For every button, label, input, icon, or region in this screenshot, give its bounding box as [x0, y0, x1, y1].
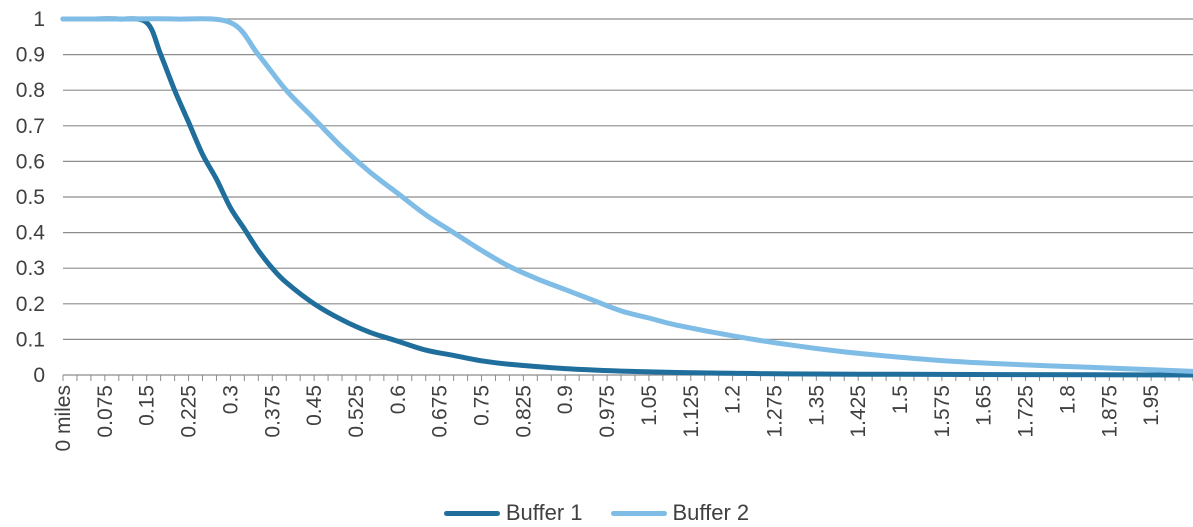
x-tick-label: 1.35 — [805, 385, 828, 426]
x-tick-label: 0.45 — [303, 385, 326, 426]
y-tick-label: 0.1 — [16, 328, 45, 351]
x-tick-label: 1.2 — [722, 385, 745, 414]
x-tick-label: 0 miles — [52, 385, 75, 452]
legend-item-buffer-1: Buffer 1 — [443, 500, 583, 526]
x-tick-label: 0.6 — [387, 385, 410, 414]
legend-label-buffer-1: Buffer 1 — [505, 500, 583, 525]
x-tick-label: 1.8 — [1056, 385, 1079, 414]
y-tick-label: 0.3 — [16, 257, 45, 280]
x-tick-label: 0.075 — [94, 385, 117, 438]
x-tick-label: 0.75 — [471, 385, 494, 426]
x-tick-label: 1.65 — [973, 385, 996, 426]
x-tick-label: 1.725 — [1015, 385, 1038, 438]
y-tick-label: 0.9 — [16, 44, 45, 67]
x-tick-label: 1.95 — [1140, 385, 1163, 426]
x-tick-label: 0.975 — [596, 385, 619, 438]
x-tick-label: 1.275 — [763, 385, 786, 438]
x-tick-label: 0.9 — [554, 385, 577, 414]
legend-label-buffer-2: Buffer 2 — [672, 500, 750, 525]
x-tick-label: 1.5 — [889, 385, 912, 414]
x-tick-label: 1.125 — [680, 385, 703, 438]
x-tick-label: 0.15 — [136, 385, 159, 426]
x-tick-label: 1.425 — [847, 385, 870, 438]
y-tick-label: 0 — [33, 364, 45, 387]
y-tick-label: 0.6 — [16, 150, 45, 173]
legend-swatch-buffer-1 — [443, 510, 500, 516]
chart-legend: Buffer 1 Buffer 2 — [0, 499, 1193, 527]
series-line-buffer-1 — [60, 16, 1193, 378]
x-tick-label: 1.875 — [1098, 385, 1121, 438]
legend-swatch-buffer-2 — [610, 510, 667, 516]
x-tick-label: 0.525 — [345, 385, 368, 438]
y-tick-label: 1 — [33, 8, 45, 31]
x-tick-label: 0.675 — [429, 385, 452, 438]
x-tick-label: 0.225 — [178, 385, 201, 438]
line-chart-plot: 0 0.1 0.2 0.3 0.4 0.5 0.6 0.7 0.8 0.9 1 0 miles 0.07… — [16, 8, 1193, 452]
x-tick-label: 0.375 — [261, 385, 284, 438]
y-tick-label: 0.2 — [16, 293, 45, 316]
series-line-buffer-2 — [60, 16, 1193, 374]
y-tick-label: 0.7 — [16, 115, 45, 138]
y-tick-label: 0.4 — [16, 222, 46, 245]
y-tick-label: 0.5 — [16, 186, 45, 209]
y-tick-label: 0.8 — [16, 79, 45, 102]
x-tick-label: 1.575 — [931, 385, 954, 438]
x-tick-label: 1.05 — [638, 385, 661, 426]
legend-item-buffer-2: Buffer 2 — [610, 500, 750, 526]
x-tick-label: 0.825 — [512, 385, 535, 438]
x-tick-label: 0.3 — [219, 385, 242, 414]
